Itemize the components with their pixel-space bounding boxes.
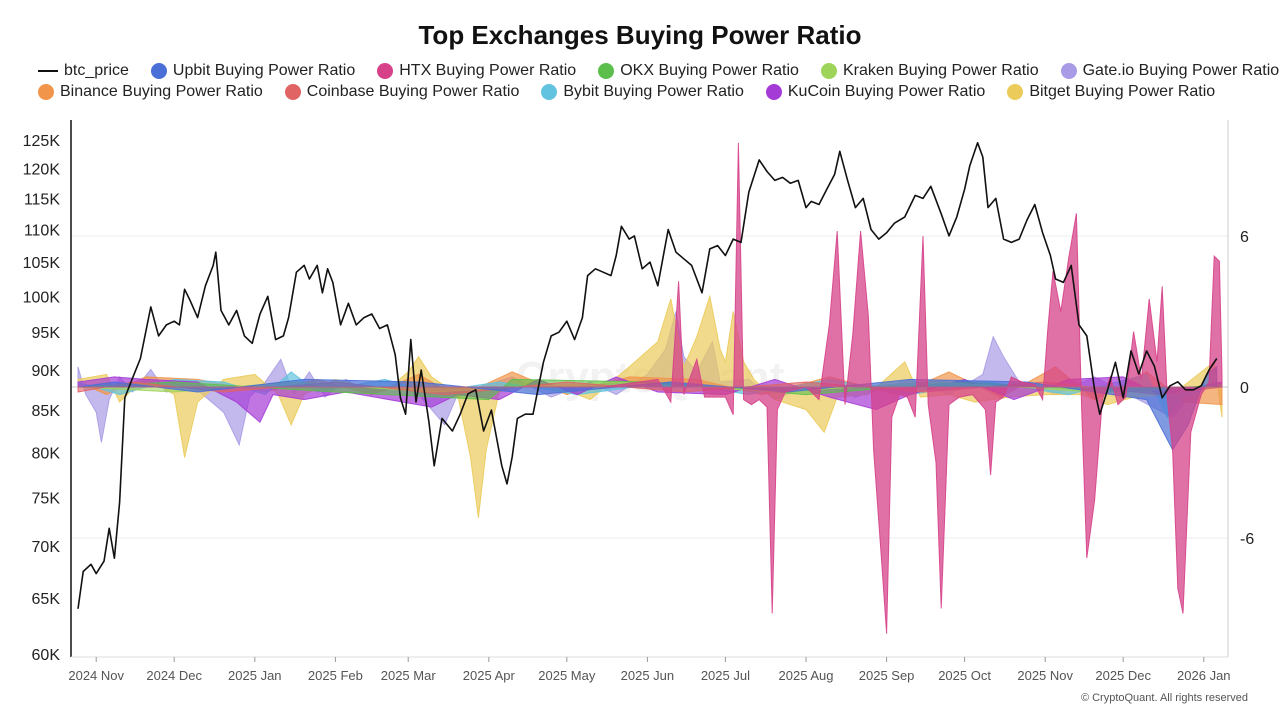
x-tick-label: 2025 Dec xyxy=(1095,668,1151,683)
y-left-tick-label: 60K xyxy=(32,647,61,664)
x-tick-label: 2025 Nov xyxy=(1017,668,1073,683)
x-tick-label: 2025 Aug xyxy=(779,668,834,683)
x-tick-label: 2025 May xyxy=(538,668,596,683)
y-left-tick-label: 120K xyxy=(23,162,61,179)
legend-item[interactable]: Kraken Buying Power Ratio xyxy=(820,61,1039,80)
legend-dot-swatch xyxy=(765,83,782,100)
legend-item[interactable]: KuCoin Buying Power Ratio xyxy=(765,82,986,101)
x-tick-label: 2025 Feb xyxy=(308,668,363,683)
y-left-tick-label: 65K xyxy=(32,591,61,608)
legend-label: KuCoin Buying Power Ratio xyxy=(787,82,986,100)
y-left-tick-label: 85K xyxy=(32,403,61,420)
legend-dot-swatch xyxy=(1007,83,1024,100)
legend-label: Kraken Buying Power Ratio xyxy=(842,61,1039,79)
y-left-tick-label: 110K xyxy=(24,223,61,240)
legend-label: Binance Buying Power Ratio xyxy=(60,82,263,100)
series-htx-area xyxy=(78,142,1223,634)
x-tick-label: 2024 Dec xyxy=(146,668,202,683)
legend-item[interactable]: Coinbase Buying Power Ratio xyxy=(284,82,520,101)
x-tick-label: 2025 Apr xyxy=(463,668,516,683)
legend-item[interactable]: Upbit Buying Power Ratio xyxy=(150,61,356,80)
legend-item[interactable]: HTX Buying Power Ratio xyxy=(377,62,576,80)
legend-item[interactable]: Bitget Buying Power Ratio xyxy=(1007,83,1215,101)
legend-label: OKX Buying Power Ratio xyxy=(620,61,799,79)
legend-dot-swatch xyxy=(284,83,301,100)
y-left-tick-label: 105K xyxy=(23,255,61,272)
legend-label: btc_price xyxy=(64,61,129,79)
legend-dot-swatch xyxy=(1060,62,1077,79)
legend-item[interactable]: OKX Buying Power Ratio xyxy=(598,62,799,80)
x-tick-label: 2025 Jul xyxy=(701,668,750,683)
legend-item[interactable]: Bybit Buying Power Ratio xyxy=(541,83,744,101)
legend-dot-swatch xyxy=(598,62,615,79)
x-tick-label: 2025 Sep xyxy=(859,668,915,683)
y-left-tick-label: 100K xyxy=(23,289,61,306)
y-left-tick-label: 90K xyxy=(32,363,61,380)
x-tick-label: 2026 Jan xyxy=(1177,668,1231,683)
legend-dot-swatch xyxy=(377,62,394,79)
legend: btc_price Upbit Buying Power Ratio HTX Buy… xyxy=(38,60,1279,102)
legend-item[interactable]: Gate.io Buying Power Ratio xyxy=(1060,61,1280,80)
legend-label: HTX Buying Power Ratio xyxy=(399,61,577,79)
copyright-notice: © CryptoQuant. All rights reserved xyxy=(1080,692,1248,704)
legend-dot-swatch xyxy=(150,62,167,79)
x-tick-label: 2024 Nov xyxy=(68,668,124,683)
y-right-tick-label: -6 xyxy=(1240,531,1254,548)
legend-label: Bybit Buying Power Ratio xyxy=(563,82,744,100)
y-left-tick-label: 95K xyxy=(32,325,61,342)
x-tick-label: 2025 Jun xyxy=(621,668,675,683)
y-right-tick-label: 6 xyxy=(1240,229,1249,246)
x-tick-label: 2025 Jan xyxy=(228,668,282,683)
legend-dot-swatch xyxy=(38,83,54,100)
btc-price-line xyxy=(77,142,1218,609)
y-left-tick-label: 80K xyxy=(32,446,61,463)
y-left-tick-label: 115K xyxy=(24,191,61,208)
x-tick-label: 2025 Oct xyxy=(938,668,991,683)
legend-label: Gate.io Buying Power Ratio xyxy=(1082,61,1280,79)
legend-row: btc_price Upbit Buying Power Ratio HTX Buy… xyxy=(38,60,1279,81)
legend-item[interactable]: Binance Buying Power Ratio xyxy=(38,83,263,101)
legend-label: Bitget Buying Power Ratio xyxy=(1029,82,1216,100)
legend-item[interactable]: btc_price xyxy=(38,62,129,80)
chart-title: Top Exchanges Buying Power Ratio xyxy=(418,20,862,50)
legend-label: Coinbase Buying Power Ratio xyxy=(306,82,520,100)
legend-line-swatch xyxy=(38,69,58,72)
x-tick-label: 2025 Mar xyxy=(381,668,437,683)
legend-row: Binance Buying Power Ratio Coinbase Buyin… xyxy=(38,81,1258,102)
y-right-tick-label: 0 xyxy=(1240,380,1249,397)
y-left-tick-label: 70K xyxy=(32,539,61,556)
y-left-tick-label: 75K xyxy=(32,491,61,508)
legend-dot-swatch xyxy=(820,62,837,79)
legend-dot-swatch xyxy=(541,83,558,100)
y-left-tick-label: 125K xyxy=(23,133,61,150)
legend-label: Upbit Buying Power Ratio xyxy=(172,61,356,79)
